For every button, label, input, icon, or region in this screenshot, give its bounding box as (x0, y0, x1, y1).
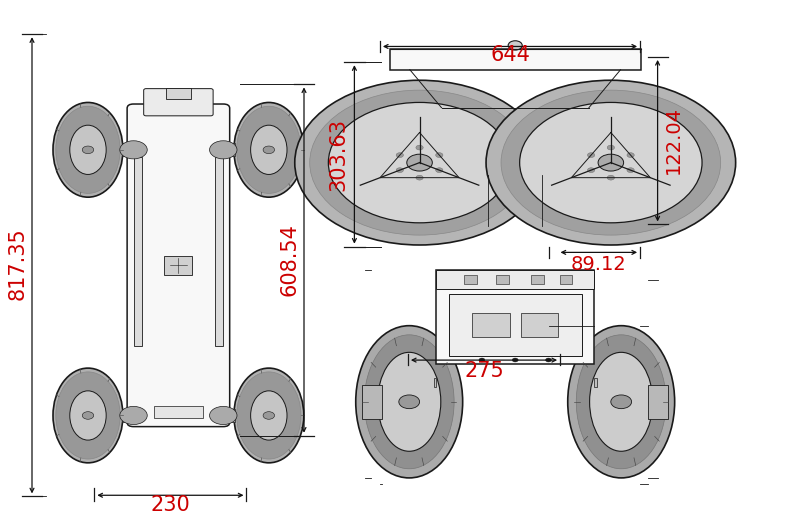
Circle shape (508, 41, 522, 50)
Circle shape (512, 358, 518, 362)
Circle shape (328, 102, 510, 223)
Ellipse shape (364, 335, 454, 469)
Circle shape (479, 358, 485, 362)
FancyBboxPatch shape (127, 104, 230, 427)
Circle shape (587, 168, 594, 173)
Circle shape (607, 175, 614, 180)
Ellipse shape (568, 326, 674, 478)
Ellipse shape (250, 125, 287, 174)
Bar (559, 276, 572, 284)
FancyBboxPatch shape (144, 89, 213, 116)
Bar (122, 409, 134, 422)
Circle shape (263, 412, 274, 419)
Ellipse shape (53, 102, 123, 197)
Circle shape (520, 102, 702, 223)
Circle shape (294, 80, 544, 245)
Bar (166, 88, 190, 99)
Circle shape (436, 168, 443, 173)
Ellipse shape (237, 372, 301, 459)
Circle shape (120, 407, 147, 425)
Bar (390, 49, 641, 70)
Ellipse shape (250, 391, 287, 440)
Bar (434, 379, 436, 387)
Circle shape (436, 153, 443, 157)
Circle shape (611, 395, 631, 409)
Bar (215, 157, 223, 346)
Bar (436, 270, 594, 364)
Circle shape (501, 90, 721, 235)
Circle shape (546, 358, 551, 362)
Ellipse shape (576, 335, 666, 469)
Ellipse shape (56, 372, 120, 459)
Bar (648, 384, 668, 419)
Bar (223, 143, 235, 156)
Ellipse shape (70, 391, 106, 440)
Text: 275: 275 (464, 361, 504, 381)
Circle shape (82, 412, 94, 419)
Bar (436, 270, 594, 289)
Bar (594, 379, 597, 387)
Text: 230: 230 (150, 495, 190, 515)
Bar (362, 384, 382, 419)
Circle shape (416, 175, 423, 180)
Bar (465, 276, 477, 284)
Text: 303.63: 303.63 (328, 118, 349, 191)
Circle shape (396, 153, 403, 157)
Ellipse shape (234, 102, 304, 197)
Circle shape (210, 407, 237, 425)
Bar (472, 313, 510, 337)
Ellipse shape (53, 368, 123, 463)
Circle shape (486, 80, 736, 245)
Circle shape (587, 153, 594, 157)
Circle shape (627, 168, 634, 173)
Circle shape (598, 154, 624, 171)
Bar (509, 112, 522, 120)
Text: 608.54: 608.54 (280, 223, 299, 296)
Circle shape (627, 153, 634, 157)
Ellipse shape (590, 352, 653, 451)
Text: 89.12: 89.12 (570, 254, 626, 274)
Text: 817.35: 817.35 (7, 228, 27, 300)
Circle shape (416, 145, 423, 150)
Ellipse shape (378, 352, 441, 451)
Circle shape (82, 146, 94, 154)
Circle shape (120, 141, 147, 159)
Circle shape (607, 145, 614, 150)
Text: 122.04: 122.04 (664, 107, 683, 174)
Ellipse shape (56, 106, 120, 193)
Bar (154, 406, 203, 418)
Circle shape (406, 154, 432, 171)
Ellipse shape (234, 368, 304, 463)
Circle shape (263, 146, 274, 154)
Bar (449, 294, 582, 356)
Ellipse shape (356, 326, 462, 478)
Bar (223, 409, 235, 422)
Ellipse shape (70, 125, 106, 174)
Bar (165, 256, 193, 275)
Bar (134, 157, 142, 346)
Circle shape (310, 90, 530, 235)
Text: 644: 644 (490, 45, 530, 65)
Bar (496, 276, 509, 284)
Ellipse shape (237, 106, 301, 193)
Bar (122, 143, 134, 156)
Bar (521, 313, 558, 337)
Circle shape (399, 395, 419, 409)
Bar (531, 276, 544, 284)
Circle shape (396, 168, 403, 173)
Circle shape (210, 141, 237, 159)
